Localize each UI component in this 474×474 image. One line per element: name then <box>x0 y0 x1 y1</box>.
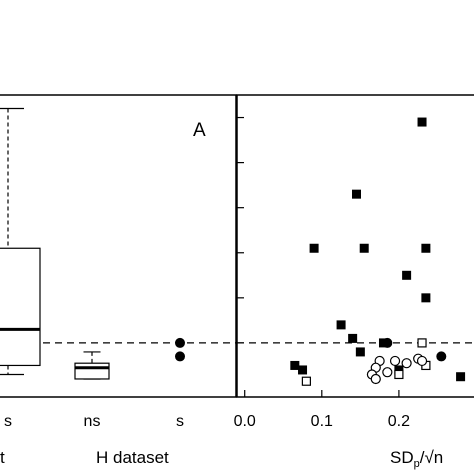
x-axis-label-tail: /√n <box>420 448 444 467</box>
point-open-square <box>417 338 427 348</box>
panel-b-scatter: 0.0 0.1 0.2 <box>234 94 474 430</box>
x-axis-label-main: SD <box>390 448 414 467</box>
x-tick-label: 0.2 <box>388 413 410 430</box>
point-filled-circle <box>436 351 447 362</box>
point-filled-square <box>421 293 431 303</box>
point-filled-square <box>355 347 365 357</box>
point-open-circle <box>416 355 428 367</box>
point-filled-square <box>456 372 466 382</box>
x-tick-label: 0.1 <box>311 413 333 430</box>
panel-label-a: A <box>193 120 206 141</box>
point-filled-circle <box>175 351 185 362</box>
point-filled-square <box>348 333 358 343</box>
x-axis-label-subscript: p <box>414 458 420 470</box>
point-open-circle <box>370 373 381 385</box>
point-filled-square <box>309 243 319 253</box>
point-open-circle <box>401 358 412 369</box>
box-body <box>74 362 110 380</box>
panel-a-frame <box>0 94 237 398</box>
point-filled-circle <box>382 337 393 348</box>
point-filled-square <box>417 117 427 127</box>
group-label-left-fragment: t <box>0 448 5 467</box>
point-filled-square <box>290 360 300 370</box>
point-open-circle <box>382 367 393 378</box>
category-tick-label: s <box>4 413 12 430</box>
category-tick-label: s <box>176 413 184 430</box>
point-filled-square <box>336 320 346 330</box>
category-tick-label: ns <box>84 413 101 430</box>
point-filled-square <box>352 189 361 199</box>
x-axis-label: SDp/√n <box>390 448 443 470</box>
x-tick-label: 0.0 <box>234 413 256 430</box>
panel-a-boxplot: s ns s <box>0 94 237 430</box>
point-filled-square <box>359 243 369 253</box>
point-open-square <box>301 376 311 386</box>
point-filled-square <box>402 270 412 280</box>
point-filled-square <box>421 243 431 253</box>
figure-labels: A t H dataset SDp/√n <box>0 120 443 470</box>
box-body <box>0 247 41 367</box>
panel-b-frame <box>236 94 474 398</box>
point-filled-circle <box>175 337 185 348</box>
point-open-circle <box>389 355 401 367</box>
point-filled-square <box>298 365 308 375</box>
point-open-square <box>394 369 404 380</box>
group-label-h-dataset: H dataset <box>96 448 169 467</box>
